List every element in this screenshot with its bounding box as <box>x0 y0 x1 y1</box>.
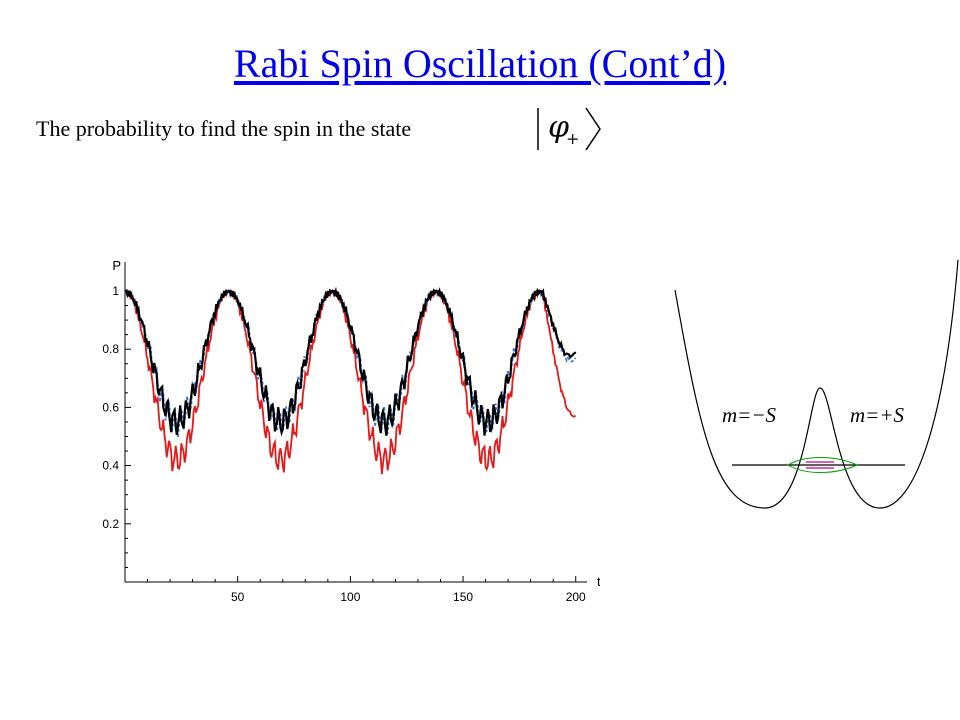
ket-phi-plus: φ + <box>537 107 601 151</box>
x-tick-label: 150 <box>453 590 473 604</box>
double-well-diagram: m=−S m=+S <box>674 259 959 509</box>
tunnel-path-green <box>787 457 859 473</box>
slide-title: Rabi Spin Oscillation (Cont’d) <box>233 41 727 86</box>
series-line-1 <box>124 288 576 475</box>
probability-chart: 50 100 150 200 0.2 0.4 0.6 0.8 1 Pt <box>102 258 600 604</box>
series-line-3 <box>124 286 577 437</box>
y-tick-label: 1 <box>112 284 119 298</box>
left-state-label: m=−S <box>722 403 777 427</box>
x-tick-label: 50 <box>231 590 245 604</box>
ket-right-angle <box>585 107 601 151</box>
x-axis-label: t <box>597 574 600 589</box>
slide-subtitle: The probability to find the spin in the … <box>36 116 412 141</box>
x-tick-label: 200 <box>566 590 586 604</box>
right-state-label: m=+S <box>850 403 905 427</box>
y-tick-label: 0.8 <box>102 342 119 356</box>
y-tick-label: 0.4 <box>102 459 119 473</box>
potential-curve <box>674 259 959 509</box>
y-tick-label: 0.6 <box>102 400 119 414</box>
ket-subscript: + <box>566 129 579 148</box>
y-tick-label: 0.2 <box>102 517 119 531</box>
y-axis-label: P <box>112 258 121 273</box>
x-tick-label: 100 <box>340 590 360 604</box>
ket-symbol: φ <box>548 110 569 145</box>
